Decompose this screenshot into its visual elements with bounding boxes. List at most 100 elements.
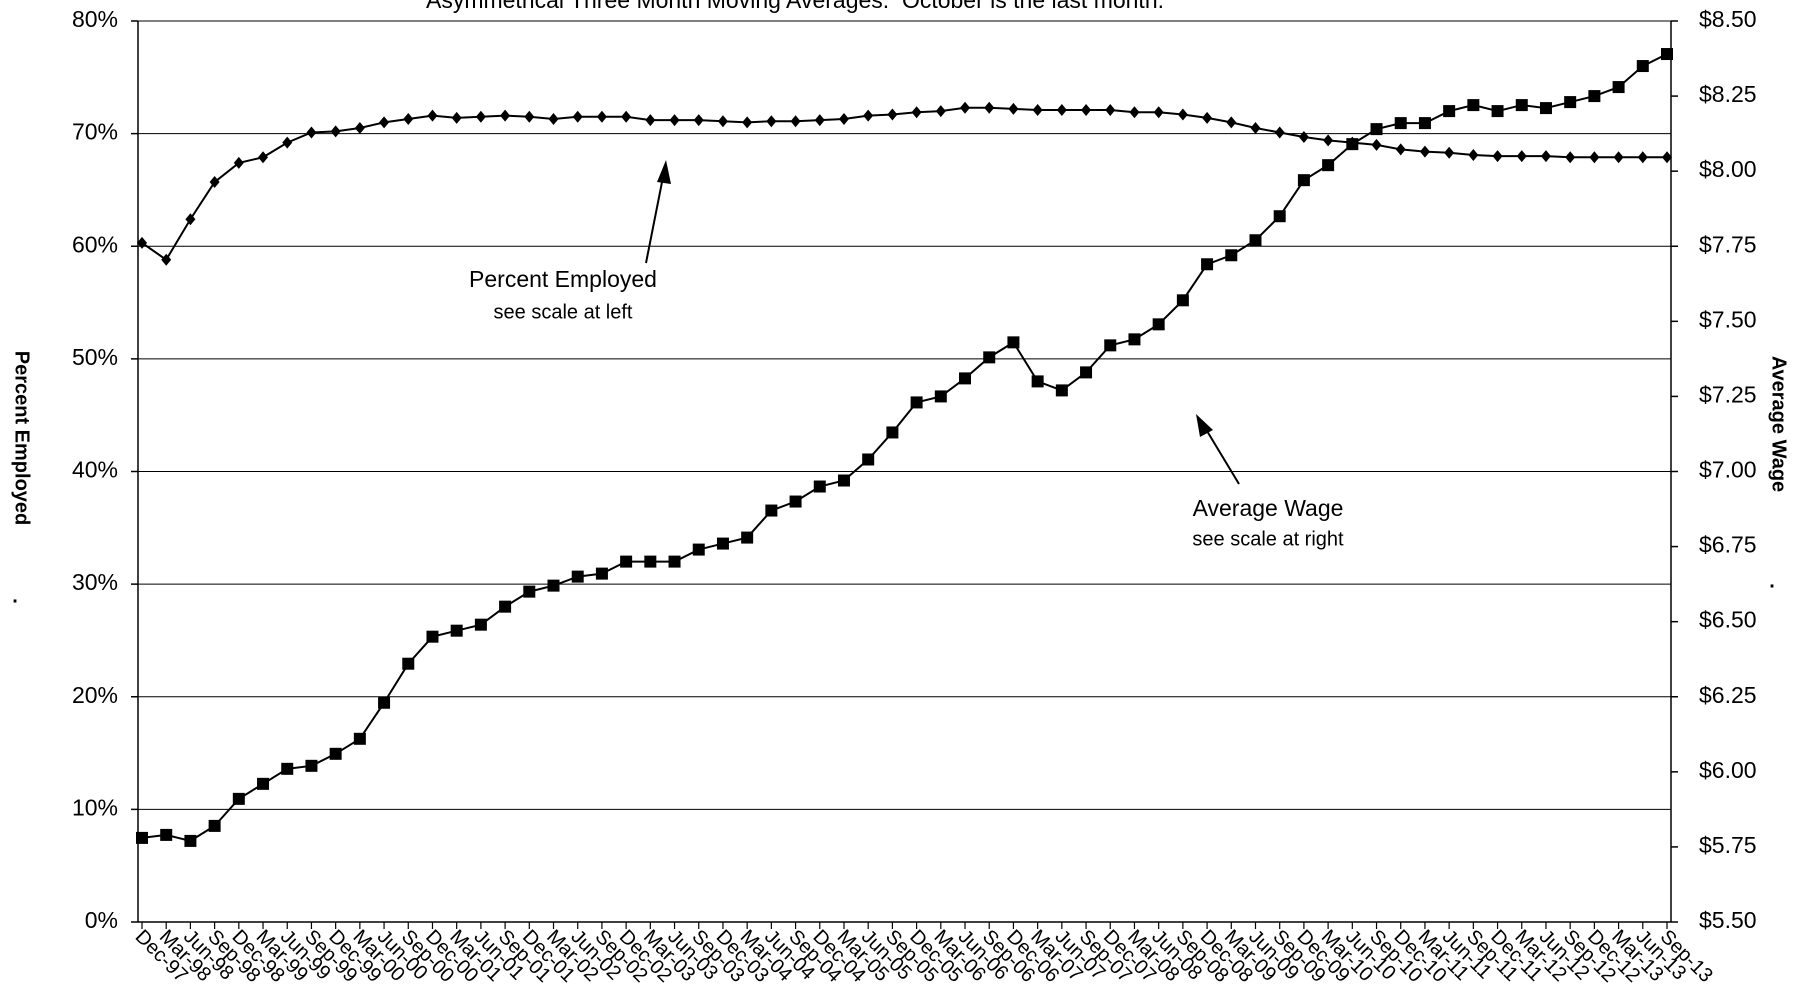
marker — [1176, 294, 1189, 307]
annotation: Percent Employed — [469, 266, 657, 292]
marker — [1443, 105, 1456, 118]
marker — [1297, 174, 1310, 187]
marker — [1636, 60, 1649, 73]
y-tick-label: 70% — [72, 119, 118, 145]
y-tick-label: 80% — [72, 6, 118, 32]
marker — [306, 126, 317, 139]
marker — [790, 115, 801, 128]
y-tick-label: 20% — [72, 682, 118, 708]
marker — [814, 114, 825, 127]
marker — [838, 112, 849, 125]
marker — [910, 396, 923, 409]
marker — [1225, 249, 1238, 262]
marker — [474, 618, 487, 631]
marker — [185, 213, 196, 226]
y2-tick-label: $7.00 — [1699, 457, 1757, 483]
marker — [1419, 145, 1430, 158]
marker — [620, 555, 633, 568]
marker — [524, 110, 535, 123]
marker — [499, 600, 512, 613]
marker — [450, 624, 463, 637]
marker — [160, 828, 173, 841]
marker — [1153, 106, 1164, 119]
marker — [451, 111, 462, 124]
y-tick-label: 40% — [72, 457, 118, 483]
marker — [1201, 258, 1214, 271]
y-tick-label: 60% — [72, 231, 118, 257]
marker — [959, 372, 972, 385]
marker — [1081, 103, 1092, 116]
annotation-arrow — [1196, 414, 1240, 485]
marker — [1564, 96, 1577, 109]
marker — [523, 585, 536, 598]
marker — [766, 115, 777, 128]
marker — [1394, 117, 1407, 130]
marker — [1492, 150, 1503, 163]
marker — [863, 109, 874, 122]
y2-axis-title: Average Wage — [1768, 356, 1790, 492]
marker — [1007, 336, 1020, 349]
y-axis-title: Percent Employed — [11, 351, 33, 526]
marker — [716, 537, 729, 550]
y2-tick-label: $6.75 — [1699, 532, 1757, 558]
marker — [1539, 102, 1552, 115]
marker — [1152, 318, 1165, 331]
marker — [209, 176, 220, 189]
marker — [1129, 106, 1140, 119]
marker — [886, 426, 899, 439]
annotation-subtext: see scale at left — [494, 301, 633, 323]
marker — [402, 657, 415, 670]
marker — [741, 531, 754, 544]
marker — [572, 110, 583, 123]
marker — [1226, 116, 1237, 129]
marker — [403, 112, 414, 125]
marker — [1589, 151, 1600, 164]
y2-tick-label: $7.50 — [1699, 306, 1757, 332]
series-line — [141, 53, 1668, 842]
annotation-subtext: see scale at right — [1192, 528, 1344, 550]
marker — [1467, 99, 1480, 112]
marker — [717, 115, 728, 128]
marker — [837, 474, 850, 487]
y-axis-title-mark: . — [12, 585, 18, 607]
marker — [669, 114, 680, 127]
y2-tick-label: $6.50 — [1699, 607, 1757, 633]
marker — [233, 156, 244, 169]
marker — [184, 834, 197, 847]
marker — [137, 236, 147, 249]
y2-tick-label: $6.00 — [1699, 757, 1757, 783]
marker — [547, 579, 560, 592]
y-tick-label: 0% — [85, 907, 118, 933]
marker — [282, 136, 293, 149]
marker — [1105, 103, 1116, 116]
y2-axis-title-mark: . — [1769, 570, 1775, 592]
marker — [1202, 111, 1213, 124]
marker — [765, 504, 778, 517]
y2-tick-label: $6.25 — [1699, 682, 1757, 708]
marker — [281, 762, 294, 775]
marker — [1468, 149, 1479, 162]
marker — [742, 116, 753, 129]
marker — [1104, 339, 1117, 352]
marker — [500, 109, 511, 122]
marker — [1444, 146, 1455, 159]
marker — [305, 759, 318, 772]
marker — [1177, 108, 1188, 121]
marker — [1056, 103, 1067, 116]
y2-tick-label: $5.50 — [1699, 907, 1757, 933]
marker — [161, 253, 172, 266]
y2-tick-label: $7.75 — [1699, 231, 1757, 257]
marker — [1346, 138, 1359, 151]
marker — [1588, 90, 1601, 103]
marker — [1637, 151, 1648, 164]
marker — [1032, 103, 1043, 116]
y2-tick-label: $7.25 — [1699, 381, 1757, 407]
y2-tick-label: $5.75 — [1699, 832, 1757, 858]
marker — [1298, 131, 1309, 144]
marker — [354, 121, 365, 134]
y2-tick-label: $8.50 — [1699, 6, 1757, 32]
marker — [1491, 105, 1504, 118]
marker — [887, 108, 898, 121]
marker — [136, 831, 148, 844]
